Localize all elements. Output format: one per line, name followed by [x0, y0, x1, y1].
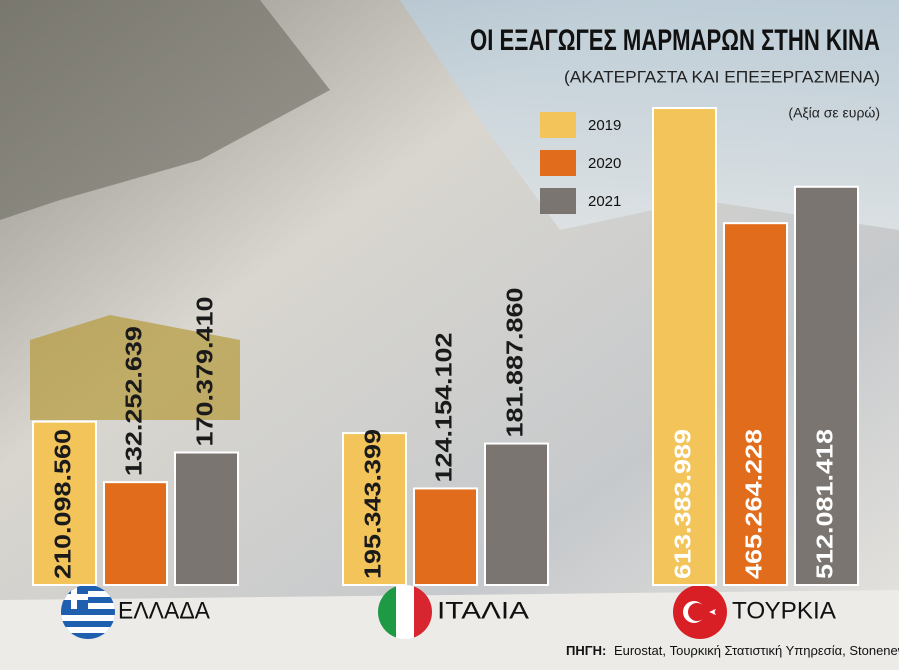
chart-subtitle: (ΑΚΑΤΕΡΓΑΣΤΑ ΚΑΙ ΕΠΕΞΕΡΓΑΣΜΕΝΑ): [564, 67, 880, 86]
loader: [30, 315, 240, 420]
bar: [174, 451, 239, 586]
bar: [342, 432, 407, 586]
source-label: ΠΗΓΗ:: [566, 643, 606, 658]
category-label: ΤΟΥΡΚΙΑ: [732, 597, 836, 624]
bar: [32, 420, 97, 586]
bar: [794, 185, 859, 586]
value-label: 465.264.228: [741, 429, 767, 579]
legend-swatch: [540, 112, 576, 138]
rock-shade: [0, 0, 330, 220]
legend-label: 2019: [588, 117, 621, 134]
flag-italy: [378, 585, 432, 639]
source: ΠΗΓΗ: Eurostat, Τουρκική Στατιστική Υπηρ…: [566, 643, 899, 658]
category-label: ΕΛΛΑΔΑ: [118, 597, 210, 624]
legend-swatch: [540, 150, 576, 176]
bar: [103, 481, 168, 586]
bar: [652, 107, 717, 586]
unit-note: (Αξία σε ευρώ): [788, 105, 880, 121]
legend-swatch: [540, 188, 576, 214]
flag-turkey: [673, 585, 727, 639]
flag-greece: [61, 585, 115, 639]
chart-title: ΟΙ ΕΞΑΓΩΓΕΣ ΜΑΡΜΑΡΩΝ ΣΤΗΝ ΚΙΝΑ: [470, 24, 880, 57]
source-text: Eurostat, Τουρκική Στατιστική Υπηρεσία, …: [614, 643, 899, 658]
bar: [484, 442, 549, 586]
legend-label: 2020: [588, 155, 621, 172]
category-label: ΙΤΑΛΙΑ: [437, 597, 529, 624]
value-label: 181.887.860: [502, 288, 528, 438]
value-label: 124.154.102: [431, 332, 457, 482]
bar: [723, 222, 788, 587]
value-label: 210.098.560: [50, 429, 76, 579]
value-label: 170.379.410: [192, 297, 218, 447]
value-label: 512.081.418: [812, 429, 838, 579]
value-label: 195.343.399: [360, 429, 386, 579]
bar: [413, 487, 478, 586]
value-label: 132.252.639: [121, 326, 147, 476]
value-label: 613.383.989: [670, 429, 696, 579]
sky: [400, 0, 899, 230]
legend-label: 2021: [588, 193, 621, 210]
